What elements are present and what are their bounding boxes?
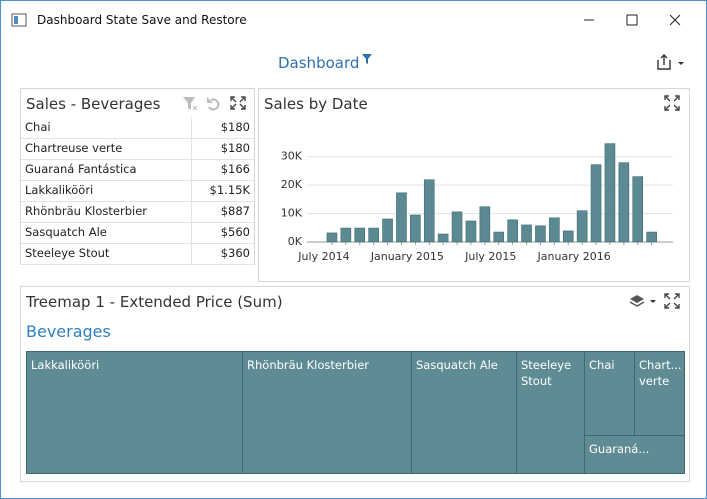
sales-value: $887: [220, 204, 250, 218]
grid-title: Sales - Beverages: [26, 95, 161, 113]
bar: [521, 224, 532, 243]
grid-row: Rhönbräu Klosterbier $887: [21, 201, 254, 223]
product-name: Lakkalikööri: [25, 183, 94, 197]
grid-body: Chai $180 Chartreuse verte $180 Guaraná Fant…: [21, 117, 254, 265]
chart-panel: Sales by Date 0K 10K 20K 30K July 2014 Januar…: [258, 88, 690, 282]
x-tick-label: January 2016: [537, 250, 611, 263]
grid-panel: Sales - Beverages Chai $180 Chartreuse ver…: [20, 88, 255, 265]
x-tick-label: January 2015: [370, 250, 444, 263]
y-tick-label: 20K: [281, 178, 303, 191]
grid-row: Sasquatch Ale $560: [21, 222, 254, 244]
bar: [368, 227, 379, 243]
bar: [451, 211, 463, 243]
product-name: Sasquatch Ale: [25, 225, 107, 239]
y-tick-label: 30K: [281, 150, 303, 163]
bar: [576, 210, 588, 243]
column-divider: [191, 117, 192, 264]
maximize-icon[interactable]: [664, 95, 680, 111]
bar: [535, 225, 546, 243]
sales-value: $360: [220, 246, 250, 260]
treemap-toolbar[interactable]: [629, 293, 685, 311]
bar: [396, 192, 407, 243]
treemap-panel: Treemap 1 - Extended Price (Sum) Beverag…: [20, 286, 690, 482]
window-controls[interactable]: [577, 11, 697, 29]
treemap-tile: Rhönbräu Klosterbier: [242, 351, 412, 474]
product-name: Chai: [25, 120, 51, 134]
sales-value: $180: [220, 120, 250, 134]
bar: [507, 219, 518, 243]
treemap-tile: Lakkalikööri: [26, 351, 243, 474]
x-tick-label: July 2014: [297, 250, 349, 263]
bar: [493, 231, 505, 243]
app-icon: [11, 13, 27, 27]
sales-value: $166: [220, 162, 250, 176]
dashboard-title: Dashboard: [278, 54, 360, 72]
bar: [340, 227, 352, 243]
product-name: Rhönbräu Klosterbier: [25, 204, 147, 218]
treemap-title: Treemap 1 - Extended Price (Sum): [26, 293, 283, 311]
chart-title: Sales by Date: [264, 95, 368, 113]
bar-chart: 0K 10K 20K 30K July 2014 January 2015 July 201…: [281, 143, 673, 263]
y-tick-label: 0K: [288, 235, 303, 248]
bar: [632, 176, 644, 243]
grid-row: Chai $180: [21, 117, 254, 139]
bar: [354, 227, 366, 243]
treemap-group: Beverages: [26, 322, 111, 341]
bar: [326, 232, 338, 243]
treemap-tile: Guaraná...: [584, 435, 685, 474]
filter-icon[interactable]: [361, 53, 373, 65]
sales-value: $560: [220, 225, 250, 239]
bar: [479, 206, 491, 243]
product-name: Steeleye Stout: [25, 246, 110, 260]
product-name: Guaraná Fantástica: [25, 162, 137, 176]
window-title: Dashboard State Save and Restore: [37, 13, 247, 27]
bar: [618, 162, 630, 243]
grid-row: Lakkalikööri $1.15K: [21, 180, 254, 202]
sales-value: $1.15K: [209, 183, 250, 197]
bar: [437, 233, 449, 243]
bar: [410, 214, 421, 243]
product-name: Chartreuse verte: [25, 141, 123, 155]
grid-row: Steeleye Stout $360: [21, 243, 254, 265]
grid-row: Chartreuse verte $180: [21, 138, 254, 160]
bar: [465, 220, 477, 243]
x-tick-label: July 2015: [464, 250, 516, 263]
export-icon[interactable]: [655, 53, 687, 71]
treemap-tile: Sasquatch Ale: [411, 351, 517, 474]
bar: [423, 179, 435, 243]
treemap-tile: Steeleye Stout: [516, 351, 585, 474]
bar: [604, 143, 616, 243]
y-tick-label: 10K: [281, 207, 303, 220]
treemap-tile: Chai: [584, 351, 635, 436]
bar: [590, 164, 602, 243]
grid-row: Guaraná Fantástica $166: [21, 159, 254, 181]
bar: [382, 218, 393, 243]
bar: [549, 217, 560, 243]
sales-value: $180: [220, 141, 250, 155]
grid-toolbar[interactable]: [181, 95, 251, 113]
treemap: Lakkalikööri Rhönbräu Klosterbier Sasquatc…: [26, 351, 685, 474]
bar: [562, 230, 574, 243]
bar: [646, 231, 657, 243]
treemap-tile: Chart... verte: [634, 351, 685, 436]
